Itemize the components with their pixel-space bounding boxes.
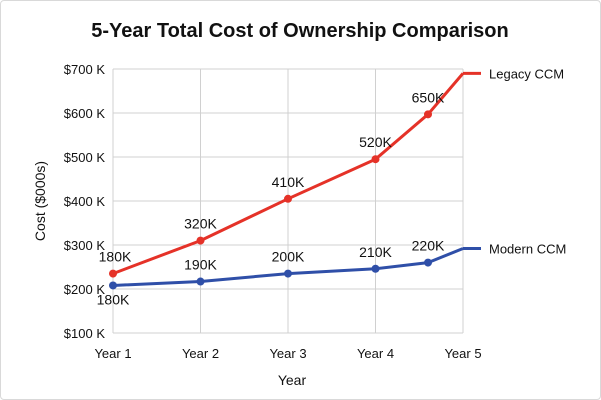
- x-axis: Year 1 Year 2 Year 3 Year 4 Year 5: [94, 346, 481, 361]
- data-point-modern-ccm: [424, 258, 432, 267]
- y-tick-label: $600 K: [64, 106, 106, 121]
- data-label-legacy-ccm: 520K: [359, 134, 392, 150]
- y-tick-label: $400 K: [64, 194, 106, 209]
- data-point-modern-ccm: [196, 277, 205, 286]
- data-point-modern-ccm: [284, 269, 292, 278]
- x-tick-label: Year 5: [444, 346, 481, 361]
- data-label-legacy-ccm: 410K: [272, 174, 305, 190]
- legend-label-modern-ccm: Modern CCM: [489, 242, 566, 257]
- data-point-legacy-ccm: [196, 236, 205, 245]
- data-label-legacy-ccm: 180K: [99, 249, 132, 265]
- series: [109, 72, 465, 290]
- x-tick-label: Year 2: [182, 346, 219, 361]
- y-tick-label: $700 K: [64, 62, 106, 77]
- y-tick-label: $100 K: [64, 326, 106, 341]
- series-line-modern-ccm: [112, 247, 464, 287]
- data-label-modern-ccm: 200K: [272, 249, 305, 265]
- data-label-legacy-ccm: 320K: [184, 216, 217, 232]
- data-point-legacy-ccm: [424, 110, 432, 119]
- data-label-modern-ccm: 190K: [184, 257, 217, 273]
- data-point-legacy-ccm: [284, 194, 292, 203]
- data-label-modern-ccm: 210K: [359, 244, 392, 260]
- data-label-legacy-ccm: 650K: [412, 89, 445, 105]
- data-point-modern-ccm: [109, 281, 117, 290]
- data-point-legacy-ccm: [109, 269, 117, 278]
- y-axis: $100 K $200 K $300 K $400 K $500 K $600 K $700…: [64, 62, 106, 341]
- x-tick-label: Year 1: [94, 346, 131, 361]
- data-label-modern-ccm: 180K: [97, 291, 130, 307]
- data-point-modern-ccm: [371, 264, 380, 273]
- x-tick-label: Year 3: [269, 346, 306, 361]
- data-point-legacy-ccm: [371, 155, 380, 164]
- legend: Legacy CCM Modern CCM: [463, 66, 566, 257]
- y-tick-label: $300 K: [64, 238, 106, 253]
- x-axis-title: Year: [278, 372, 307, 388]
- y-tick-label: $500 K: [64, 150, 106, 165]
- legend-label-legacy-ccm: Legacy CCM: [489, 66, 564, 81]
- y-tick-label: $200 K: [64, 282, 106, 297]
- chart-title: 5-Year Total Cost of Ownership Compariso…: [91, 20, 508, 42]
- data-labels: 180K 320K 410K 520K 650K 180K 190K 200K 210K 220K: [97, 89, 445, 307]
- y-axis-title: Cost ($000s): [32, 161, 48, 241]
- data-label-modern-ccm: 220K: [412, 238, 445, 254]
- grid: [112, 68, 464, 334]
- x-tick-label: Year 4: [357, 346, 394, 361]
- series-line-legacy-ccm: [112, 72, 465, 276]
